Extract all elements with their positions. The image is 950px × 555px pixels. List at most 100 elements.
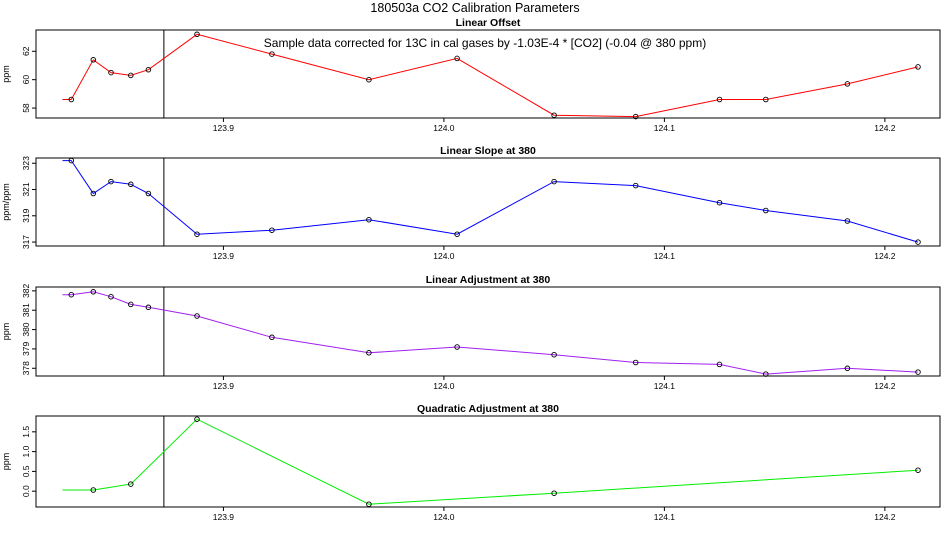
x-tick-label: 123.9 bbox=[213, 123, 235, 133]
data-point bbox=[915, 369, 921, 375]
x-tick-label: 124.1 bbox=[654, 512, 676, 522]
y-tick-label: 0.5 bbox=[21, 465, 31, 477]
y-tick-label: 378 bbox=[21, 361, 31, 375]
x-tick-label: 123.9 bbox=[213, 381, 235, 391]
data-point bbox=[90, 190, 97, 197]
data-point bbox=[716, 199, 723, 206]
panel-1: Linear Offset 58 60 62 ppm 123.9 124.0 124.1 124… bbox=[1, 17, 941, 133]
data-point bbox=[68, 96, 75, 103]
series-line bbox=[62, 418, 919, 505]
data-point bbox=[68, 157, 75, 164]
data-point bbox=[128, 481, 134, 487]
data-point bbox=[128, 301, 134, 308]
panel-title: Linear Offset bbox=[456, 17, 521, 29]
data-point bbox=[454, 55, 460, 62]
data-point bbox=[366, 501, 372, 507]
data-point bbox=[551, 490, 557, 496]
data-point bbox=[551, 351, 557, 358]
y-tick-label: 382 bbox=[21, 284, 31, 298]
data-point bbox=[716, 96, 723, 103]
y-axis-label: ppm/ppm bbox=[1, 183, 11, 221]
page-title: 180503a CO2 Calibration Parameters bbox=[370, 1, 579, 15]
data-point bbox=[632, 182, 639, 189]
data-point bbox=[551, 112, 557, 118]
y-tick-label: 319 bbox=[21, 208, 31, 222]
x-tick-label: 124.2 bbox=[874, 512, 896, 522]
y-tick-label: 317 bbox=[21, 235, 31, 249]
data-point bbox=[108, 178, 114, 185]
data-point bbox=[90, 487, 97, 493]
y-tick-label: 58 bbox=[21, 103, 31, 113]
data-point bbox=[915, 64, 921, 70]
y-tick-label: 0.0 bbox=[21, 485, 31, 497]
y-tick-label: 323 bbox=[21, 156, 31, 170]
data-point bbox=[90, 289, 97, 295]
data-point bbox=[551, 178, 557, 185]
series-line bbox=[62, 160, 919, 243]
data-point bbox=[128, 72, 134, 79]
panel-2: Linear Slope at 380 317 319 321 323 ppm/ppm 12… bbox=[1, 145, 941, 261]
data-point bbox=[763, 96, 769, 103]
x-tick-label: 124.1 bbox=[654, 123, 676, 133]
y-tick-label: 321 bbox=[21, 182, 31, 196]
panel-title: Linear Slope at 380 bbox=[440, 145, 536, 157]
data-point bbox=[915, 467, 921, 473]
y-tick-label: 381 bbox=[21, 303, 31, 317]
data-point bbox=[454, 344, 460, 350]
x-tick-label: 124.0 bbox=[433, 123, 455, 133]
data-point bbox=[194, 31, 200, 38]
plot-frame bbox=[35, 29, 941, 119]
data-point bbox=[844, 218, 851, 224]
x-tick-label: 124.2 bbox=[874, 123, 896, 133]
series-line bbox=[62, 291, 919, 375]
plot-frame bbox=[35, 286, 941, 377]
data-point bbox=[128, 181, 134, 188]
y-tick-label: 60 bbox=[21, 75, 31, 85]
data-point bbox=[632, 113, 639, 120]
data-point bbox=[269, 51, 275, 57]
data-point bbox=[194, 313, 200, 319]
y-axis-label: ppm bbox=[1, 323, 11, 341]
plot-frame bbox=[35, 415, 941, 508]
y-tick-label: 1.0 bbox=[21, 445, 31, 457]
data-point bbox=[269, 227, 275, 233]
x-tick-label: 124.1 bbox=[654, 381, 676, 391]
x-tick-label: 124.0 bbox=[433, 381, 455, 391]
x-tick-label: 124.0 bbox=[433, 251, 455, 261]
data-point bbox=[145, 66, 152, 73]
data-point bbox=[366, 216, 372, 223]
x-tick-label: 123.9 bbox=[213, 251, 235, 261]
data-point bbox=[632, 359, 639, 366]
y-axis-label: ppm bbox=[1, 65, 11, 83]
data-point bbox=[68, 291, 75, 298]
data-point bbox=[763, 371, 769, 377]
annotation-text: Sample data corrected for 13C in cal gas… bbox=[264, 36, 706, 50]
panel-3: Linear Adjustment at 380 378 379 380 381 382 p… bbox=[1, 274, 941, 391]
y-tick-label: 379 bbox=[21, 342, 31, 356]
data-point bbox=[269, 334, 275, 341]
data-point bbox=[108, 69, 114, 76]
y-tick-label: 1.5 bbox=[21, 426, 31, 438]
x-tick-label: 124.0 bbox=[433, 512, 455, 522]
x-tick-label: 124.2 bbox=[874, 251, 896, 261]
panel-4: Quadratic Adjustment at 380 0.0 0.5 1.0 1.5 p… bbox=[1, 403, 941, 522]
x-tick-label: 124.1 bbox=[654, 251, 676, 261]
y-axis-label: ppm bbox=[1, 453, 11, 471]
data-point bbox=[716, 361, 723, 368]
data-point bbox=[763, 207, 769, 214]
x-tick-label: 124.2 bbox=[874, 381, 896, 391]
data-point bbox=[194, 231, 200, 237]
y-tick-label: 380 bbox=[21, 322, 31, 336]
x-tick-label: 123.9 bbox=[213, 512, 235, 522]
series-line bbox=[62, 33, 919, 118]
data-point bbox=[915, 239, 921, 245]
panel-title: Quadratic Adjustment at 380 bbox=[417, 403, 559, 415]
data-point bbox=[454, 231, 460, 237]
data-point bbox=[145, 190, 152, 197]
data-point bbox=[366, 350, 372, 356]
data-point bbox=[145, 304, 152, 311]
data-point bbox=[90, 57, 97, 63]
data-point bbox=[194, 416, 200, 422]
